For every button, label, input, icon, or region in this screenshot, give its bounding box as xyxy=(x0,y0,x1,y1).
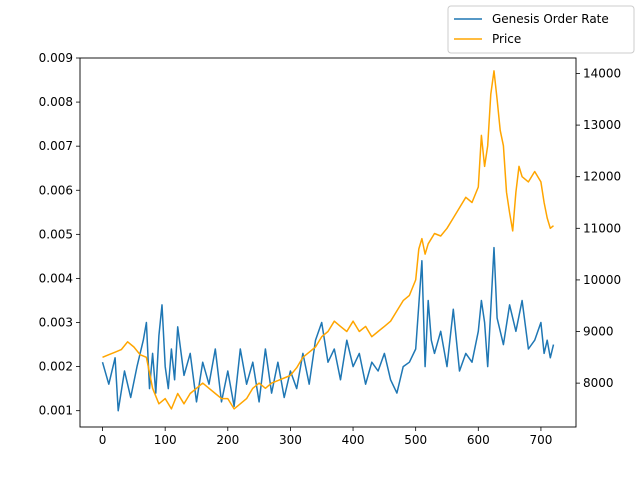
y-right-tick-label: 12000 xyxy=(583,170,621,184)
legend: Genesis Order Rate Price xyxy=(447,5,635,54)
y-left-tick-label: 0.004 xyxy=(39,271,73,285)
series-layer xyxy=(101,70,555,412)
y-left-tick-label: 0.005 xyxy=(39,227,73,241)
x-tick-label: 100 xyxy=(154,433,177,447)
y-right-tick-label: 11000 xyxy=(583,221,621,235)
x-tick-label: 0 xyxy=(99,433,107,447)
y-left-tick-label: 0.007 xyxy=(39,139,73,153)
y-right-tick-label: 8000 xyxy=(583,376,614,390)
y-left-tick-label: 0.006 xyxy=(39,183,73,197)
series-line-genesis-order-rate xyxy=(101,246,555,412)
x-tick-label: 200 xyxy=(216,433,239,447)
y-left-tick-label: 0.003 xyxy=(39,316,73,330)
y-left-tick-label: 0.001 xyxy=(39,404,73,418)
y-right-tick-label: 10000 xyxy=(583,273,621,287)
plot-frame xyxy=(79,57,577,428)
y-left-tick-label: 0.009 xyxy=(39,51,73,65)
legend-label: Price xyxy=(492,32,521,46)
x-tick-label: 600 xyxy=(467,433,490,447)
legend-box xyxy=(447,5,635,54)
axes-layer: 0 100 200 300 400 500 600 700 0.001 0.002 0.003 0.0… xyxy=(39,51,622,447)
x-tick-label: 700 xyxy=(529,433,552,447)
x-tick-label: 400 xyxy=(342,433,365,447)
y-right-tick-label: 9000 xyxy=(583,325,614,339)
y-left-tick-label: 0.002 xyxy=(39,360,73,374)
x-tick-label: 300 xyxy=(279,433,302,447)
y-right-tick-label: 14000 xyxy=(583,66,621,80)
y-left-tick-label: 0.008 xyxy=(39,95,73,109)
legend-label: Genesis Order Rate xyxy=(492,12,609,26)
y-right-tick-label: 13000 xyxy=(583,118,621,132)
x-tick-label: 500 xyxy=(404,433,427,447)
series-line-price xyxy=(102,70,554,410)
